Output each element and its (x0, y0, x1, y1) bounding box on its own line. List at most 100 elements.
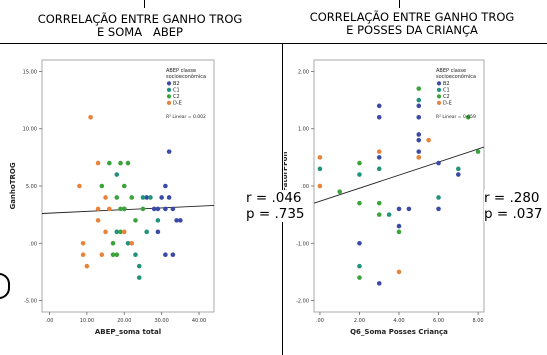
legend-entry: B2 (173, 81, 180, 87)
data-point-c2 (122, 207, 127, 212)
data-point-b2 (397, 207, 402, 212)
data-point-c2 (357, 275, 362, 280)
legend-entry: B2 (443, 81, 450, 87)
data-point-d-e (100, 252, 105, 257)
y-tick-label: -5.00 (24, 299, 37, 305)
data-point-d-e (96, 218, 101, 223)
data-point-c2 (416, 86, 421, 91)
data-point-c1 (436, 195, 441, 200)
y-tick-label: 10.00 (23, 127, 37, 133)
x-tick-label: .00 (316, 318, 324, 324)
right-correlation-stats: r = .280 p = .037 (484, 190, 543, 222)
data-point-b2 (436, 207, 441, 212)
data-point-b2 (377, 115, 382, 120)
fit-r2-label: R² Linear = 0.002 (166, 114, 206, 120)
right-p-value: p = .037 (484, 206, 543, 222)
data-point-b2 (416, 115, 421, 120)
data-point-b2 (167, 195, 172, 200)
data-point-b2 (416, 149, 421, 154)
legend-entry: D-E (173, 101, 182, 107)
x-tick-label: .00 (46, 318, 54, 324)
data-point-d-e (129, 241, 134, 246)
data-point-b2 (407, 207, 412, 212)
data-point-c1 (387, 212, 392, 217)
data-point-b2 (178, 218, 183, 223)
legend-entry: C1 (443, 88, 450, 94)
data-point-c2 (357, 201, 362, 206)
data-point-b2 (171, 207, 176, 212)
data-point-d-e (426, 138, 431, 143)
legend-marker-c2 (437, 94, 441, 98)
data-point-b2 (163, 184, 168, 189)
right-r-value: r = .280 (484, 190, 543, 206)
fit-r2-label: R² Linear = 0.059 (436, 114, 476, 120)
legend-title: socioeconômica (436, 73, 476, 80)
data-point-c2 (141, 207, 146, 212)
y-tick-label: 2.00 (298, 69, 309, 75)
right-title-line2: E POSSES DA CRIANÇA (287, 24, 537, 37)
x-tick-label: 30.00 (154, 318, 168, 324)
data-point-b2 (416, 132, 421, 137)
data-point-c2 (357, 161, 362, 166)
data-point-d-e (77, 184, 82, 189)
left-title-line2: E SOMA ABEP (20, 26, 260, 39)
data-point-b2 (156, 230, 161, 235)
data-point-c1 (137, 264, 142, 269)
y-axis-label: GanhoTROG (9, 162, 17, 209)
data-point-b2 (163, 252, 168, 257)
data-point-c1 (416, 98, 421, 103)
right-panel-title: CORRELAÇÃO ENTRE GANHO TROG E POSSES DA … (287, 11, 537, 37)
data-point-d-e (377, 149, 382, 154)
legend-entry: C2 (443, 94, 450, 100)
legend-entry: D-E (443, 101, 452, 107)
data-point-b2 (159, 195, 164, 200)
data-point-b2 (416, 104, 421, 109)
panels-top-border (0, 43, 547, 44)
legend-marker-c1 (437, 88, 441, 92)
y-tick-label: .00 (29, 241, 37, 247)
x-tick-label: 2.00 (354, 318, 365, 324)
data-point-c2 (107, 161, 112, 166)
x-axis-label: ABEP_soma total (95, 328, 161, 336)
data-point-d-e (103, 195, 108, 200)
data-point-c1 (114, 172, 119, 177)
scatter-chart-abep: -5.00 .00 5.00 10.00 15.00 .00 10.00 20.00 30.00… (2, 46, 242, 354)
data-point-b2 (436, 161, 441, 166)
data-point-c2 (337, 189, 342, 194)
data-point-c2 (476, 149, 481, 154)
data-point-d-e (122, 230, 127, 235)
data-point-d-e (103, 230, 108, 235)
data-point-c2 (126, 161, 131, 166)
data-point-c2 (133, 218, 138, 223)
x-tick-label: 6.00 (433, 318, 444, 324)
data-point-c1 (133, 252, 138, 257)
data-point-b2 (167, 149, 172, 154)
legend-marker-c1 (167, 88, 171, 92)
data-point-d-e (107, 207, 112, 212)
data-point-c2 (114, 252, 119, 257)
data-point-d-e (81, 241, 86, 246)
data-point-d-e (318, 155, 323, 160)
legend-marker-d-e (437, 101, 441, 105)
data-point-d-e (96, 161, 101, 166)
data-point-b2 (377, 104, 382, 109)
data-point-c1 (456, 167, 461, 172)
y-tick-label: -2.00 (296, 299, 309, 305)
data-point-b2 (456, 172, 461, 177)
plot-area (42, 60, 214, 312)
data-point-c1 (144, 230, 149, 235)
data-point-c2 (377, 212, 382, 217)
left-p-value: p = .735 (246, 206, 305, 222)
data-point-b2 (171, 252, 176, 257)
left-correlation-stats: r = .046 p = .735 (246, 190, 305, 222)
legend-entry: C1 (173, 88, 180, 94)
data-point-c2 (129, 195, 134, 200)
data-point-d-e (318, 184, 323, 189)
y-tick-label: -1.00 (296, 241, 309, 247)
data-point-c1 (156, 218, 161, 223)
data-point-c2 (100, 184, 105, 189)
data-point-d-e (416, 155, 421, 160)
data-point-c2 (122, 184, 127, 189)
data-point-c1 (148, 195, 153, 200)
data-point-d-e (397, 270, 402, 275)
